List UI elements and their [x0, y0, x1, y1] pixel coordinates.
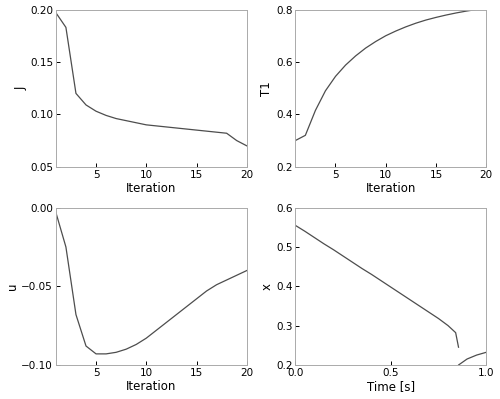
X-axis label: Iteration: Iteration [126, 182, 176, 196]
Y-axis label: u: u [6, 282, 18, 290]
X-axis label: Iteration: Iteration [126, 380, 176, 393]
Y-axis label: x: x [260, 283, 274, 290]
X-axis label: Time [s]: Time [s] [366, 380, 415, 393]
Y-axis label: J: J [14, 87, 27, 90]
Y-axis label: T1: T1 [260, 81, 274, 95]
X-axis label: Iteration: Iteration [366, 182, 416, 196]
